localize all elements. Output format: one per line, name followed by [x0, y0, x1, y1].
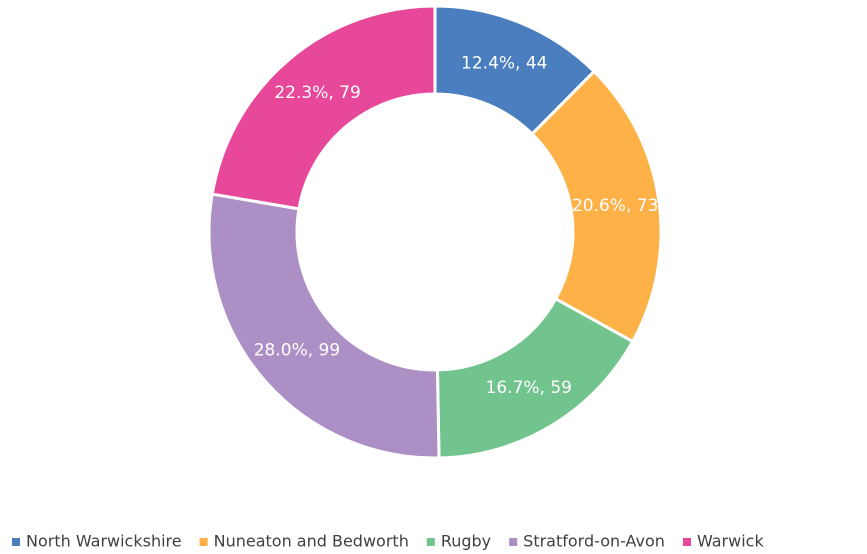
legend-label: Nuneaton and Bedworth [214, 532, 409, 551]
legend-swatch [199, 538, 208, 546]
legend-swatch [12, 538, 20, 546]
slice [207, 192, 441, 460]
data-label: 12.4%, 44 [461, 54, 547, 74]
slice [210, 4, 437, 211]
legend-label: Warwick [697, 532, 765, 551]
data-label: 28.0%, 99 [254, 341, 340, 361]
slice [530, 69, 663, 344]
legend-swatch [509, 538, 518, 546]
legend-label: Rugby [441, 532, 491, 551]
legend-label: North Warwickshire [26, 532, 182, 551]
legend-label: Stratford-on-Avon [523, 532, 665, 551]
data-label: 20.6%, 73 [572, 196, 658, 216]
legend-swatch [426, 538, 435, 546]
legend-swatch [682, 538, 691, 546]
data-label: 22.3%, 79 [274, 83, 360, 103]
data-label: 16.7%, 59 [486, 378, 572, 398]
